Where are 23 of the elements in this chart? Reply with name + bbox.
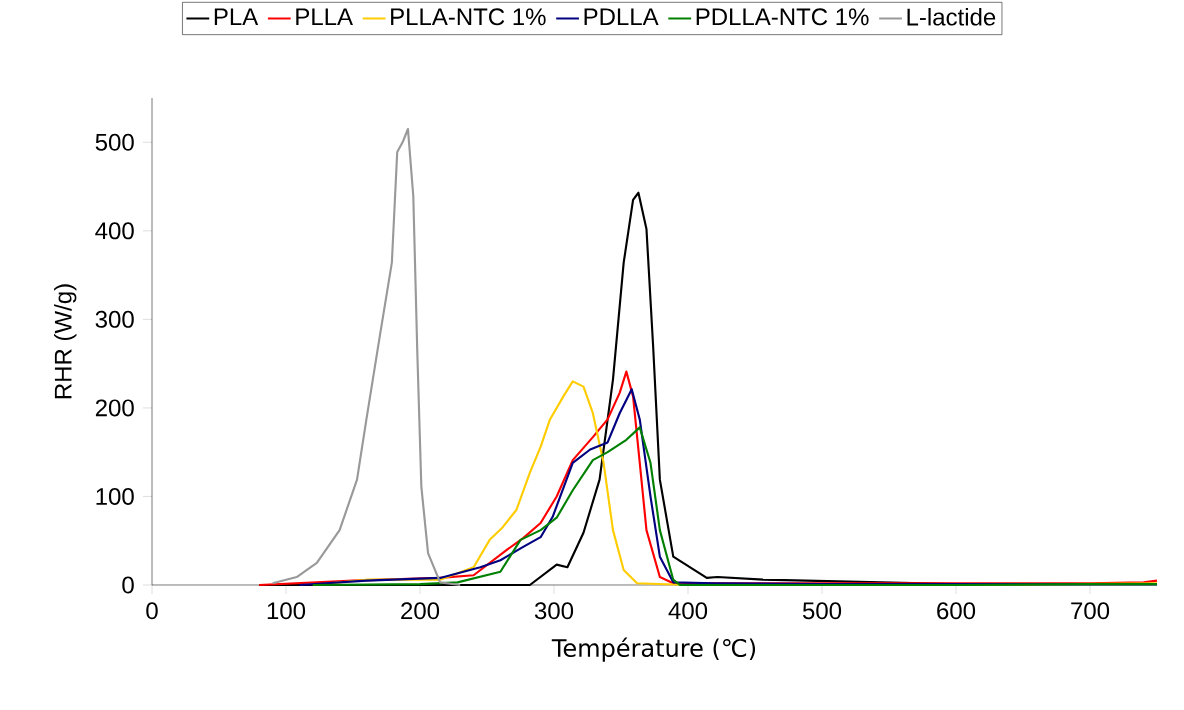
legend-label: PLLA-NTC 1% <box>391 8 546 26</box>
legend-label: PDLLA <box>584 8 659 25</box>
line-series <box>271 127 462 587</box>
x-tick-label: 500 <box>802 602 842 620</box>
y-tick-label: 100 <box>96 487 134 505</box>
y-axis-title: RHR (W/g) <box>54 284 77 399</box>
x-tick-label: 300 <box>534 602 574 620</box>
x-tick-label: 600 <box>937 602 976 620</box>
x-tick-label: 100 <box>267 602 306 620</box>
legend-label: PLA <box>214 8 259 25</box>
x-axis-title: Température (℃) <box>551 637 756 662</box>
x-tick-label: 400 <box>668 602 708 620</box>
y-tick-label: 0 <box>122 576 134 594</box>
x-tick-label: 700 <box>1071 602 1110 620</box>
legend-label: PLLA <box>296 8 353 25</box>
legend-label: L-lactide <box>907 7 996 26</box>
y-tick-label: 200 <box>95 399 134 417</box>
legend-label: PDLLA-NTC 1% <box>696 8 869 26</box>
y-tick-label: 500 <box>95 133 134 151</box>
x-tick-label: 0 <box>146 602 158 620</box>
y-tick-label: 300 <box>95 310 134 328</box>
y-tick-label: 400 <box>95 222 134 240</box>
x-tick-label: 200 <box>401 602 440 620</box>
